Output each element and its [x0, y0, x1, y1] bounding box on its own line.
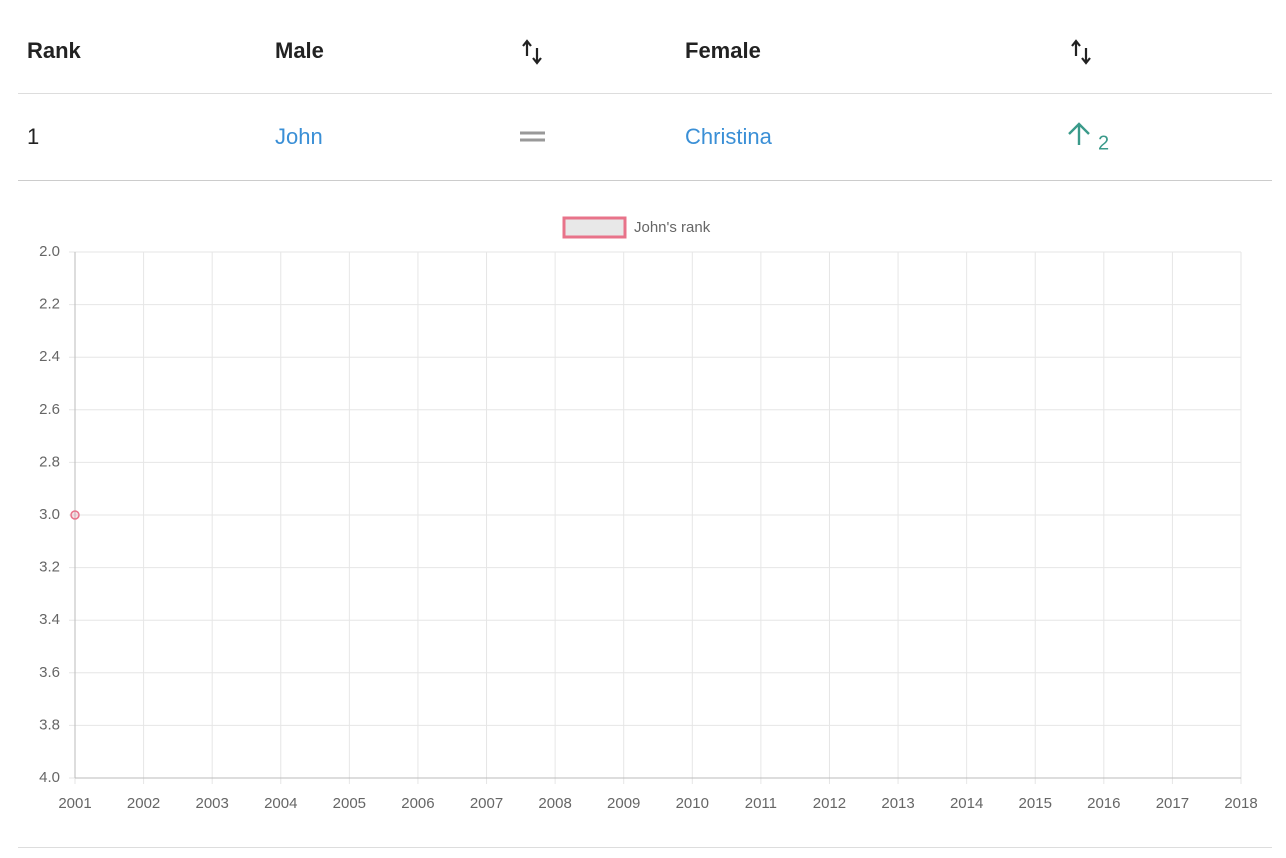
column-header[interactable]: Male [275, 38, 324, 63]
x-tick-label: 2006 [401, 795, 434, 812]
up-arrow-icon [1068, 122, 1090, 145]
x-tick-label: 2014 [950, 795, 983, 812]
y-tick-label: 2.2 [39, 296, 60, 313]
rank-change: 2 [1098, 132, 1109, 154]
x-tick-label: 2016 [1087, 795, 1120, 812]
y-tick-label: 2.8 [39, 453, 60, 470]
y-tick-label: 3.4 [39, 611, 60, 628]
x-tick-label: 2004 [264, 795, 297, 812]
x-tick-label: 2008 [538, 795, 571, 812]
female-name-link[interactable]: Christina [685, 124, 773, 149]
x-tick-label: 2012 [813, 795, 846, 812]
y-tick-label: 2.0 [39, 243, 60, 260]
x-tick-label: 2010 [676, 795, 709, 812]
column-header[interactable]: Rank [27, 38, 82, 63]
x-tick-label: 2005 [333, 795, 366, 812]
x-tick-label: 2007 [470, 795, 503, 812]
rank: 1 [27, 124, 39, 149]
y-tick-label: 2.4 [39, 348, 60, 365]
legend-swatch [562, 216, 627, 239]
x-tick-label: 2001 [58, 795, 91, 812]
x-tick-label: 2003 [195, 795, 228, 812]
x-tick-label: 2013 [881, 795, 914, 812]
x-tick-label: 2002 [127, 795, 160, 812]
y-tick-label: 3.2 [39, 559, 60, 576]
x-tick-label: 2017 [1156, 795, 1189, 812]
y-tick-label: 3.6 [39, 664, 60, 681]
x-tick-label: 2009 [607, 795, 640, 812]
y-tick-label: 3.0 [39, 506, 60, 523]
legend-label: John's rank [634, 219, 711, 236]
y-tick-label: 4.0 [39, 769, 60, 786]
male-name-link[interactable]: John [275, 124, 323, 149]
x-tick-label: 2018 [1224, 795, 1257, 812]
data-point [70, 510, 80, 520]
y-tick-label: 2.6 [39, 401, 60, 418]
column-header[interactable]: Female [685, 38, 761, 63]
no-change-icon [520, 131, 545, 142]
x-tick-label: 2015 [1019, 795, 1052, 812]
y-tick-label: 3.8 [39, 716, 60, 733]
sort-icon[interactable] [1071, 39, 1091, 65]
x-tick-label: 2011 [745, 795, 777, 812]
sort-icon[interactable] [522, 39, 542, 65]
